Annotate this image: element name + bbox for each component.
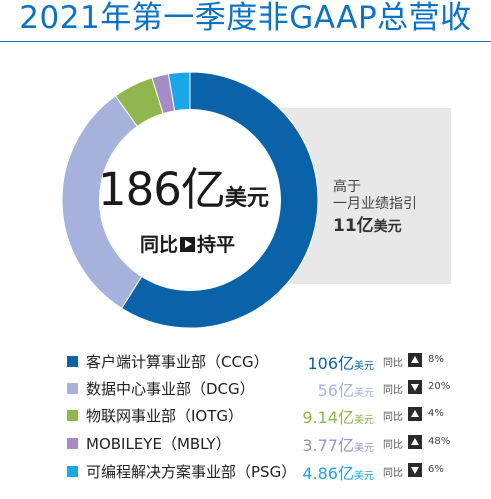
legend-value-unit: 美元 (354, 443, 374, 454)
title-divider (0, 41, 491, 42)
legend-segment-name: 客户端计算事业部（CCG） (86, 353, 269, 371)
legend-segment-name: MOBILEYE（MBLY） (86, 435, 231, 453)
total-revenue: 186亿美元 (98, 166, 269, 214)
donut-hole (99, 109, 281, 291)
page-title: 2021年第一季度非GAAP总营收 (19, 0, 472, 36)
arrow-up-icon (408, 353, 422, 367)
total-revenue-value: 186亿 (98, 163, 226, 216)
legend-row: 数据中心事业部（DCG） 56亿美元 同比 20% (0, 377, 491, 403)
legend-value-unit: 美元 (354, 388, 374, 399)
legend-swatch (67, 466, 78, 477)
legend-segment-value: 56亿美元 (290, 377, 374, 401)
legend-row: 客户端计算事业部（CCG） 106亿美元 同比 8% (0, 350, 491, 376)
legend-segment-name: 物联网事业部（IOTG） (86, 407, 244, 425)
legend-value-amount: 106亿 (307, 354, 354, 373)
legend-row: 可编程解决方案事业部（PSG） 4.86亿美元 同比 6% (0, 460, 491, 486)
guidance-note-unit: 美元 (373, 219, 402, 235)
legend-value-amount: 9.14亿 (302, 408, 354, 427)
legend-value-unit: 美元 (354, 361, 374, 372)
legend-value-amount: 56亿 (317, 381, 354, 400)
legend-segment-name: 数据中心事业部（DCG） (86, 380, 255, 398)
guidance-note-line1: 高于 (333, 179, 361, 195)
legend-segment-value: 4.86亿美元 (290, 460, 374, 484)
legend-segment-value: 3.77亿美元 (290, 432, 374, 456)
legend-yoy-label: 同比 (383, 440, 403, 451)
play-icon (180, 237, 196, 252)
arrow-down-icon (408, 463, 422, 477)
legend-yoy-pct: 48% (428, 436, 451, 447)
legend-swatch (67, 356, 78, 367)
total-yoy: 同比 持平 (140, 230, 235, 257)
legend-value-amount: 3.77亿 (302, 436, 354, 455)
arrow-down-icon (408, 380, 422, 394)
legend-row: MOBILEYE（MBLY） 3.77亿美元 同比 48% (0, 432, 491, 458)
total-yoy-value: 持平 (197, 234, 236, 256)
legend-swatch (67, 410, 78, 421)
legend-swatch (67, 383, 78, 394)
legend-segment-name: 可编程解决方案事业部（PSG） (86, 463, 297, 481)
arrow-up-icon (408, 435, 422, 449)
legend-row: 物联网事业部（IOTG） 9.14亿美元 同比 4% (0, 404, 491, 430)
legend-yoy-pct: 6% (428, 464, 444, 475)
legend-yoy-label: 同比 (383, 358, 403, 369)
legend-value-unit: 美元 (354, 415, 374, 426)
total-revenue-unit: 美元 (224, 186, 269, 211)
legend-segment-value: 9.14亿美元 (290, 404, 374, 428)
legend-yoy-label: 同比 (383, 385, 403, 396)
guidance-note-amount: 11亿 (333, 216, 374, 236)
legend-value-unit: 美元 (354, 471, 374, 482)
guidance-note-line2: 一月业绩指引 (333, 196, 417, 212)
legend-yoy-pct: 20% (428, 381, 451, 392)
legend-yoy-label: 同比 (383, 468, 403, 479)
legend-swatch (67, 438, 78, 449)
total-yoy-label: 同比 (140, 234, 179, 256)
legend-value-amount: 4.86亿 (302, 464, 354, 483)
legend-segment-value: 106亿美元 (290, 350, 374, 374)
legend-yoy-pct: 8% (428, 354, 444, 365)
legend-yoy-label: 同比 (383, 412, 403, 423)
arrow-up-icon (408, 407, 422, 421)
legend-yoy-pct: 4% (428, 408, 444, 419)
guidance-note-value: 11亿美元 (333, 211, 402, 236)
